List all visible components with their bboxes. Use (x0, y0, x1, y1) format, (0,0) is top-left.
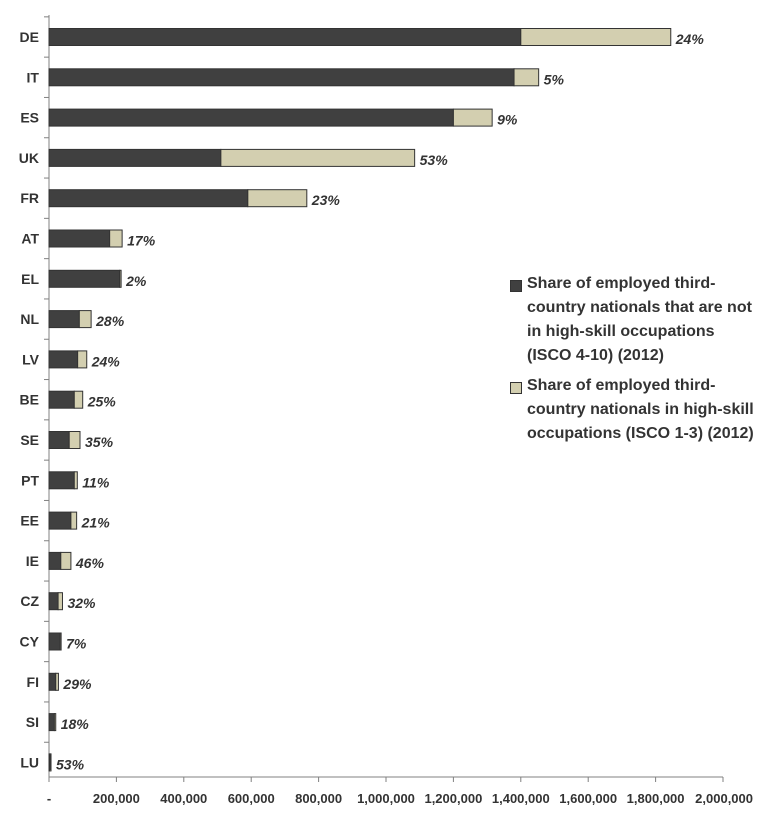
bar-es-series-1 (452, 108, 493, 127)
bar-pt-series-1 (73, 471, 78, 490)
category-label-se: SE (20, 432, 39, 448)
bar-cy-series-1 (59, 632, 62, 651)
bar-de-series-1 (520, 28, 672, 46)
bar-cy-series-0 (48, 632, 61, 651)
bar-nl-series-0 (48, 310, 80, 329)
data-label-lu: 53% (56, 756, 85, 772)
data-label-be: 25% (87, 394, 117, 410)
bar-at-series-0 (48, 229, 111, 248)
bar-ee-series-0 (48, 511, 72, 530)
category-label-cz: CZ (20, 593, 39, 609)
bar-lv-series-0 (48, 350, 79, 369)
x-tick-label: 2,000,000 (695, 791, 753, 806)
data-label-nl: 28% (95, 313, 125, 329)
data-label-se: 35% (85, 434, 114, 450)
data-label-es: 9% (497, 112, 518, 128)
bar-ie-series-1 (60, 551, 72, 570)
bar-el-series-1 (119, 269, 122, 288)
legend-item-high-skill: Share of employed third-country national… (510, 374, 755, 446)
x-tick-label: 1,200,000 (424, 791, 482, 806)
data-label-ee: 21% (81, 515, 111, 531)
x-axis: - 200,000 400,000 600,000 800,000 1,000,000 1,… (47, 776, 753, 806)
data-label-cy: 7% (66, 636, 87, 652)
bar-si-series-0 (48, 713, 55, 732)
legend-label-non-high-skill: Share of employed third-country national… (527, 275, 752, 364)
x-tick-label: 600,000 (228, 791, 275, 806)
bar-uk-series-0 (48, 148, 222, 167)
data-label-ie: 46% (75, 555, 105, 571)
x-tick-label: 400,000 (160, 791, 207, 806)
category-label-lv: LV (22, 351, 40, 367)
data-labels: 24% 5% 9% 53% 23% 17% 2% 28% 24% 25% 35% 11% 21% 46% 3… (56, 31, 704, 772)
x-tick-label: 1,400,000 (492, 791, 550, 806)
bar-es-series-0 (48, 108, 454, 127)
category-label-cy: CY (20, 634, 40, 650)
bar-fi-series-0 (48, 672, 57, 691)
category-label-si: SI (26, 714, 39, 730)
bar-be-series-1 (73, 390, 84, 409)
bar-nl-series-1 (78, 310, 92, 329)
legend: Share of employed third-country national… (510, 272, 755, 452)
bar-cz-series-0 (48, 592, 59, 611)
category-label-es: ES (20, 110, 39, 126)
x-tick-label: 1,800,000 (627, 791, 685, 806)
bar-si-series-1 (53, 713, 57, 732)
bar-ee-series-1 (70, 511, 78, 530)
x-tick-label: 800,000 (295, 791, 342, 806)
category-label-at: AT (21, 231, 39, 247)
legend-label-high-skill: Share of employed third-country national… (527, 377, 754, 442)
bar-lv-series-1 (77, 350, 88, 369)
data-label-fr: 23% (311, 192, 341, 208)
x-tick-label: 1,600,000 (559, 791, 617, 806)
legend-swatch-non-high-skill (510, 280, 522, 292)
category-label-pt: PT (21, 472, 39, 488)
legend-item-non-high-skill: Share of employed third-country national… (510, 272, 755, 368)
category-label-ee: EE (20, 513, 39, 529)
legend-swatch-high-skill (510, 382, 522, 394)
bar-fi-series-1 (55, 672, 59, 691)
category-label-de: DE (20, 29, 39, 45)
bar-fr-series-0 (48, 189, 249, 208)
bar-se-series-0 (48, 431, 70, 449)
bar-it-series-1 (513, 68, 540, 87)
category-label-lu: LU (20, 754, 39, 770)
data-label-lv: 24% (91, 353, 121, 369)
data-label-si: 18% (61, 716, 90, 732)
x-tick-label: 200,000 (93, 791, 140, 806)
data-label-it: 5% (544, 71, 565, 87)
bar-se-series-1 (68, 431, 81, 449)
bar-ie-series-0 (48, 551, 62, 570)
category-label-fi: FI (27, 674, 39, 690)
data-label-pt: 11% (82, 474, 110, 490)
category-label-be: BE (20, 392, 39, 408)
data-label-cz: 32% (67, 595, 96, 611)
category-label-it: IT (27, 69, 40, 85)
data-label-at: 17% (127, 233, 156, 249)
data-label-el: 2% (125, 273, 147, 289)
category-label-fr: FR (20, 190, 39, 206)
bars (48, 28, 672, 772)
category-label-uk: UK (19, 150, 39, 166)
bar-it-series-0 (48, 68, 515, 87)
x-tick-label: 1,000,000 (357, 791, 415, 806)
data-label-uk: 53% (420, 152, 449, 168)
y-axis: DE IT ES UK FR AT EL NL LV BE SE PT EE IE CZ CY FI SI LU (19, 15, 50, 777)
category-label-nl: NL (20, 311, 39, 327)
category-label-ie: IE (26, 553, 39, 569)
bar-be-series-0 (48, 390, 75, 409)
bar-at-series-1 (109, 229, 123, 248)
bar-uk-series-1 (220, 148, 416, 167)
bar-pt-series-0 (48, 471, 75, 490)
category-label-el: EL (21, 271, 39, 287)
x-tick-label: - (47, 791, 51, 806)
bar-el-series-0 (48, 269, 121, 288)
data-label-fi: 29% (62, 676, 92, 692)
bar-lu-series-1 (49, 753, 52, 772)
data-label-de: 24% (675, 31, 705, 47)
bar-de-series-0 (48, 28, 522, 46)
bar-fr-series-1 (247, 189, 308, 208)
bar-cz-series-1 (57, 592, 63, 611)
